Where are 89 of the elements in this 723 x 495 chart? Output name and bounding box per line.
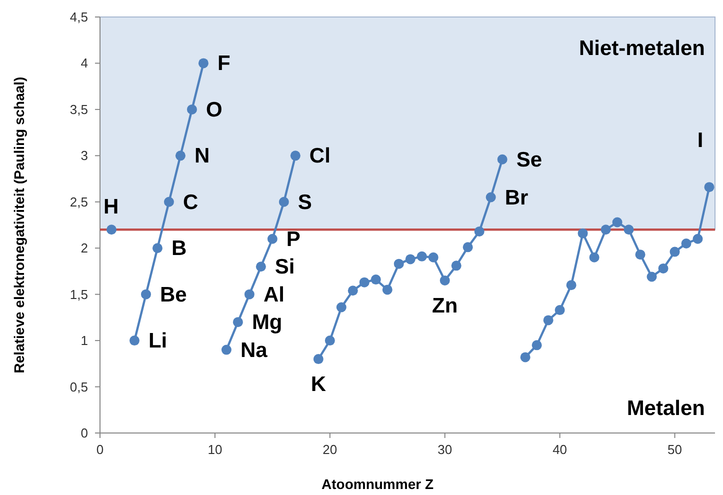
annotation: B [171, 237, 187, 260]
annotation: Se [516, 148, 542, 172]
point [554, 305, 565, 316]
x-tick-label: 20 [322, 442, 338, 457]
y-tick-label: 4,5 [70, 10, 88, 24]
point [692, 234, 703, 244]
point [543, 315, 554, 326]
point [313, 354, 324, 364]
point [348, 286, 358, 296]
band-label: Niet-metalen [578, 37, 705, 60]
point [164, 196, 174, 207]
point [129, 336, 140, 346]
annotation: S [298, 190, 312, 214]
annotation: C [182, 190, 198, 214]
annotation: Al [263, 283, 284, 306]
point [451, 260, 462, 271]
point [704, 182, 714, 192]
x-tick-label: 30 [438, 442, 452, 457]
point [589, 252, 600, 262]
annotation: O [206, 98, 222, 122]
point [405, 254, 416, 264]
point [624, 224, 634, 235]
point [658, 263, 668, 274]
point [290, 150, 300, 161]
point [394, 258, 404, 269]
annotation: Be [160, 283, 187, 306]
y-tick-label: 2 [80, 240, 88, 256]
point [359, 277, 370, 288]
y-tick-label: 3,5 [70, 102, 88, 117]
point [497, 154, 508, 164]
point [566, 280, 576, 290]
annotation: K [310, 373, 326, 396]
annotation: Br [504, 186, 528, 210]
point [175, 150, 186, 161]
point [600, 224, 611, 235]
annotation: H [103, 196, 119, 219]
y-tick-label: 0,5 [70, 379, 88, 394]
point [462, 242, 473, 252]
annotation: Si [274, 256, 295, 279]
point [152, 243, 162, 254]
y-tick-label: 2,5 [70, 194, 88, 210]
point [670, 246, 680, 257]
point [520, 352, 530, 362]
point [416, 251, 427, 262]
point [106, 224, 116, 235]
point [267, 234, 278, 244]
annotation: Mg [252, 311, 282, 334]
point [681, 238, 692, 248]
point [578, 228, 588, 238]
x-tick-label: 10 [208, 442, 222, 457]
point [646, 272, 657, 282]
point [428, 252, 438, 262]
annotation: Cl [309, 144, 330, 168]
annotation: I [697, 129, 704, 152]
annotation: N [194, 144, 210, 168]
y-tick-label: 3 [80, 148, 88, 164]
point [486, 192, 496, 202]
point [370, 274, 381, 285]
annotation: F [217, 52, 230, 76]
annotation: Li [148, 330, 168, 353]
y-tick-label: 1,5 [70, 286, 88, 302]
x-tick-label: 50 [668, 442, 682, 457]
annotation: P [286, 228, 300, 251]
annotation: Zn [432, 294, 458, 318]
x-tick-label: 40 [552, 442, 568, 457]
point [232, 317, 243, 328]
x-axis-title: Atoomnummer Z [322, 476, 434, 492]
x-tick-label: 0 [96, 442, 104, 457]
point [336, 302, 346, 312]
y-tick-label: 0 [80, 426, 88, 440]
point [221, 344, 232, 355]
point [612, 217, 622, 228]
point [186, 104, 197, 114]
y-tick-label: 1 [80, 333, 88, 348]
point [532, 340, 542, 350]
point [256, 262, 266, 272]
point [198, 58, 208, 68]
point [474, 226, 484, 236]
point [440, 275, 450, 286]
point [244, 289, 254, 300]
annotation: Na [240, 338, 268, 362]
point [278, 196, 289, 207]
point [635, 250, 646, 260]
point [324, 336, 335, 346]
point [140, 289, 151, 300]
point [382, 284, 392, 295]
y-tick-label: 4 [80, 56, 88, 71]
y-axis-title: Relatieve elektronegativiteit (Pauling schaal) [11, 76, 27, 374]
annotation: Metalen [626, 397, 705, 420]
